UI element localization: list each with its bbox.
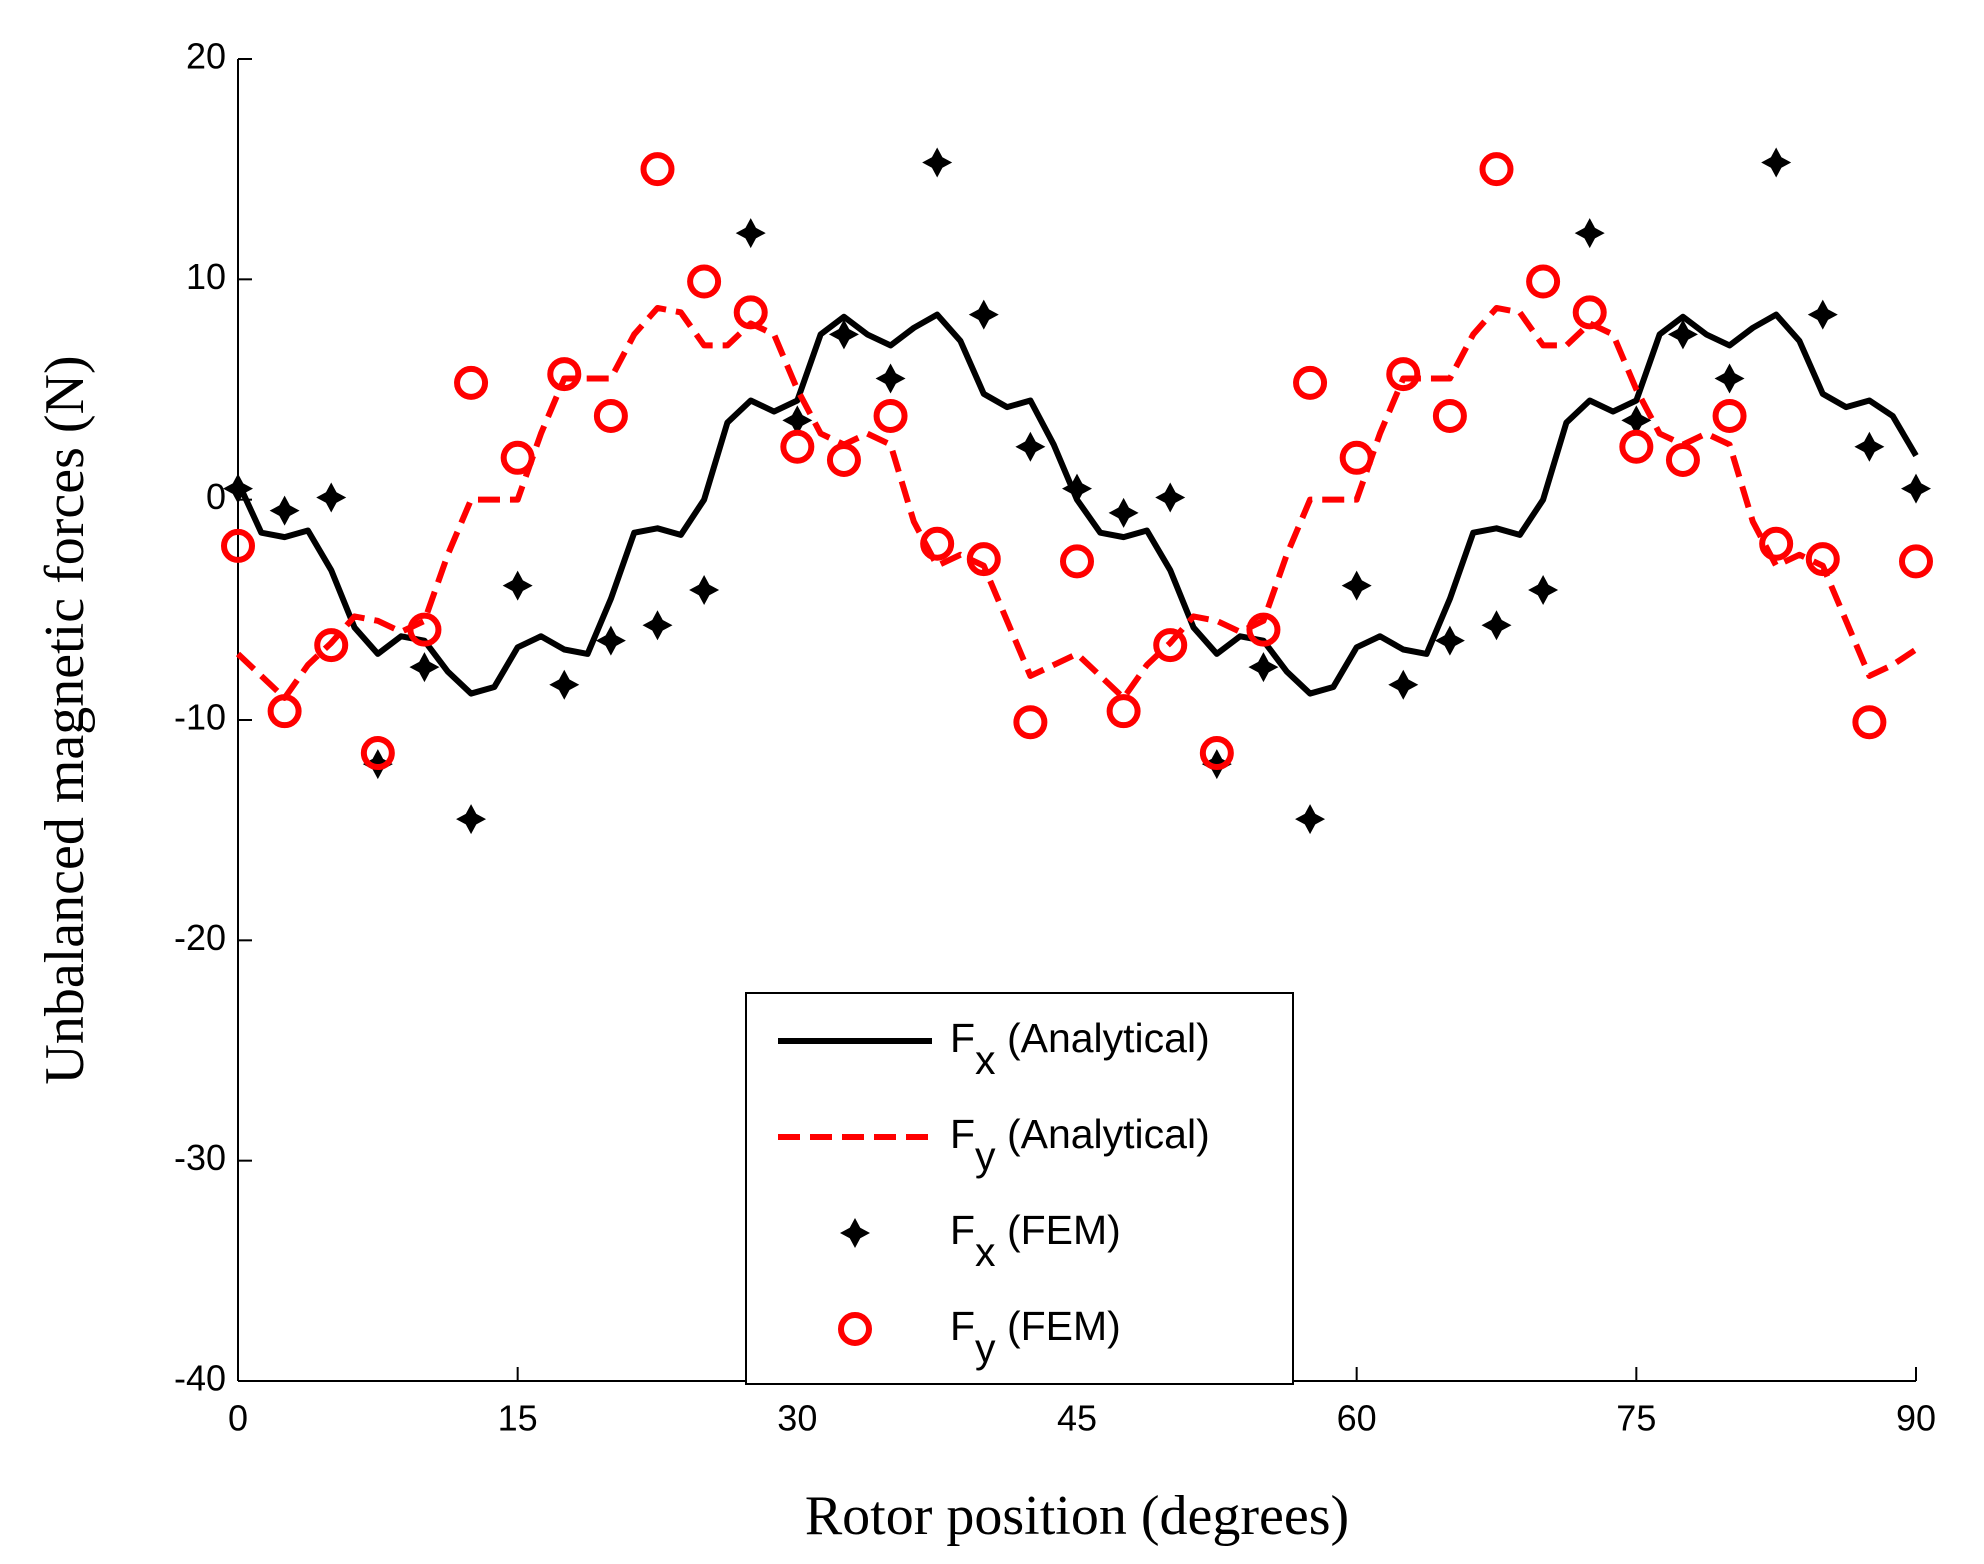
legend-box: [745, 992, 1294, 1385]
y-tick-label: -30: [174, 1137, 226, 1178]
marker-star: [1528, 575, 1559, 606]
marker-circle: [1805, 542, 1840, 577]
marker-circle: [733, 295, 768, 330]
marker-star: [642, 610, 673, 641]
marker-star: [689, 575, 720, 606]
marker-star: [409, 652, 440, 683]
marker-star: [316, 482, 347, 513]
x-tick-label: 75: [1616, 1398, 1656, 1439]
marker-star: [968, 299, 999, 330]
marker-circle: [1106, 694, 1141, 729]
x-tick-label: 60: [1337, 1398, 1377, 1439]
marker-circle: [314, 628, 349, 663]
x-axis-label: Rotor position (degrees): [805, 1485, 1349, 1547]
marker-star: [549, 669, 580, 700]
marker-star: [1854, 431, 1885, 462]
marker-circle: [221, 528, 255, 563]
y-tick-label: -40: [174, 1358, 226, 1399]
marker-circle: [1293, 365, 1328, 400]
marker-circle: [360, 736, 395, 771]
marker-circle: [1339, 440, 1374, 475]
marker-circle: [1199, 736, 1234, 771]
y-tick-label: 10: [186, 256, 226, 297]
marker-circle: [687, 264, 722, 299]
marker-circle: [1619, 429, 1654, 464]
marker-circle: [1060, 544, 1094, 579]
marker-star: [223, 473, 253, 504]
line: [235, 304, 1918, 701]
marker-circle: [1432, 398, 1467, 433]
marker-circle: [454, 365, 489, 400]
x-tick-label: 45: [1057, 1398, 1097, 1439]
marker-circle: [1246, 612, 1281, 647]
marker-star: [1574, 218, 1605, 249]
marker-star: [1388, 669, 1419, 700]
marker-star: [1248, 652, 1279, 683]
marker-star: [1434, 625, 1465, 656]
marker-circle: [1852, 705, 1887, 740]
marker-star: [1761, 147, 1792, 178]
marker-star: [1295, 804, 1326, 835]
y-tick-label: 0: [206, 476, 226, 517]
x-tick-label: 15: [498, 1398, 538, 1439]
marker-circle: [547, 357, 582, 392]
marker-circle: [1899, 544, 1933, 579]
marker-circle: [1013, 705, 1048, 740]
marker-circle: [407, 612, 442, 647]
marker-star: [1062, 473, 1092, 504]
marker-circle: [873, 398, 908, 433]
marker-star: [922, 147, 953, 178]
marker-circle: [966, 542, 1001, 577]
line: [235, 311, 1919, 697]
legend-label: Fy (FEM): [950, 1303, 1121, 1371]
y-axis-label: Unbalanced magnetic forces (N): [34, 355, 96, 1084]
y-tick-label: -10: [174, 697, 226, 738]
marker-star: [1108, 497, 1139, 528]
marker-star: [875, 363, 906, 394]
marker-circle: [593, 398, 628, 433]
marker-star: [1621, 405, 1652, 436]
marker-circle: [826, 443, 861, 478]
marker-star: [456, 804, 487, 835]
marker-circle: [1153, 628, 1188, 663]
marker-star: [502, 570, 533, 601]
marker-star: [1341, 570, 1372, 601]
marker-circle: [1479, 152, 1514, 187]
marker-star: [735, 218, 766, 249]
marker-star: [269, 495, 300, 526]
x-tick-label: 0: [228, 1398, 248, 1439]
marker-star: [782, 405, 813, 436]
legend-label: Fx (Analytical): [950, 1015, 1210, 1083]
marker-circle: [1665, 443, 1700, 478]
legend-label: Fy (Analytical): [950, 1111, 1210, 1179]
marker-circle: [500, 440, 535, 475]
legend-swatch: [840, 1218, 870, 1248]
marker-circle: [1759, 526, 1794, 561]
legend-label: Fx (FEM): [950, 1207, 1121, 1275]
marker-star: [1901, 473, 1931, 504]
y-tick-label: 20: [186, 36, 226, 77]
x-tick-label: 90: [1896, 1398, 1936, 1439]
marker-star: [1015, 431, 1046, 462]
marker-star: [1667, 319, 1698, 350]
marker-star: [1714, 363, 1745, 394]
marker-star: [1481, 610, 1512, 641]
x-tick-label: 30: [777, 1398, 817, 1439]
marker-circle: [267, 694, 302, 729]
legend-swatch: [838, 1312, 872, 1346]
marker-circle: [640, 152, 675, 187]
marker-circle: [1572, 295, 1607, 330]
marker-star: [595, 625, 626, 656]
marker-circle: [780, 429, 815, 464]
marker-circle: [1386, 357, 1421, 392]
marker-circle: [1712, 398, 1747, 433]
marker-star: [1807, 299, 1838, 330]
marker-circle: [920, 526, 955, 561]
marker-circle: [1526, 264, 1561, 299]
marker-star: [828, 319, 859, 350]
marker-star: [1155, 482, 1186, 513]
y-tick-label: -20: [174, 917, 226, 958]
